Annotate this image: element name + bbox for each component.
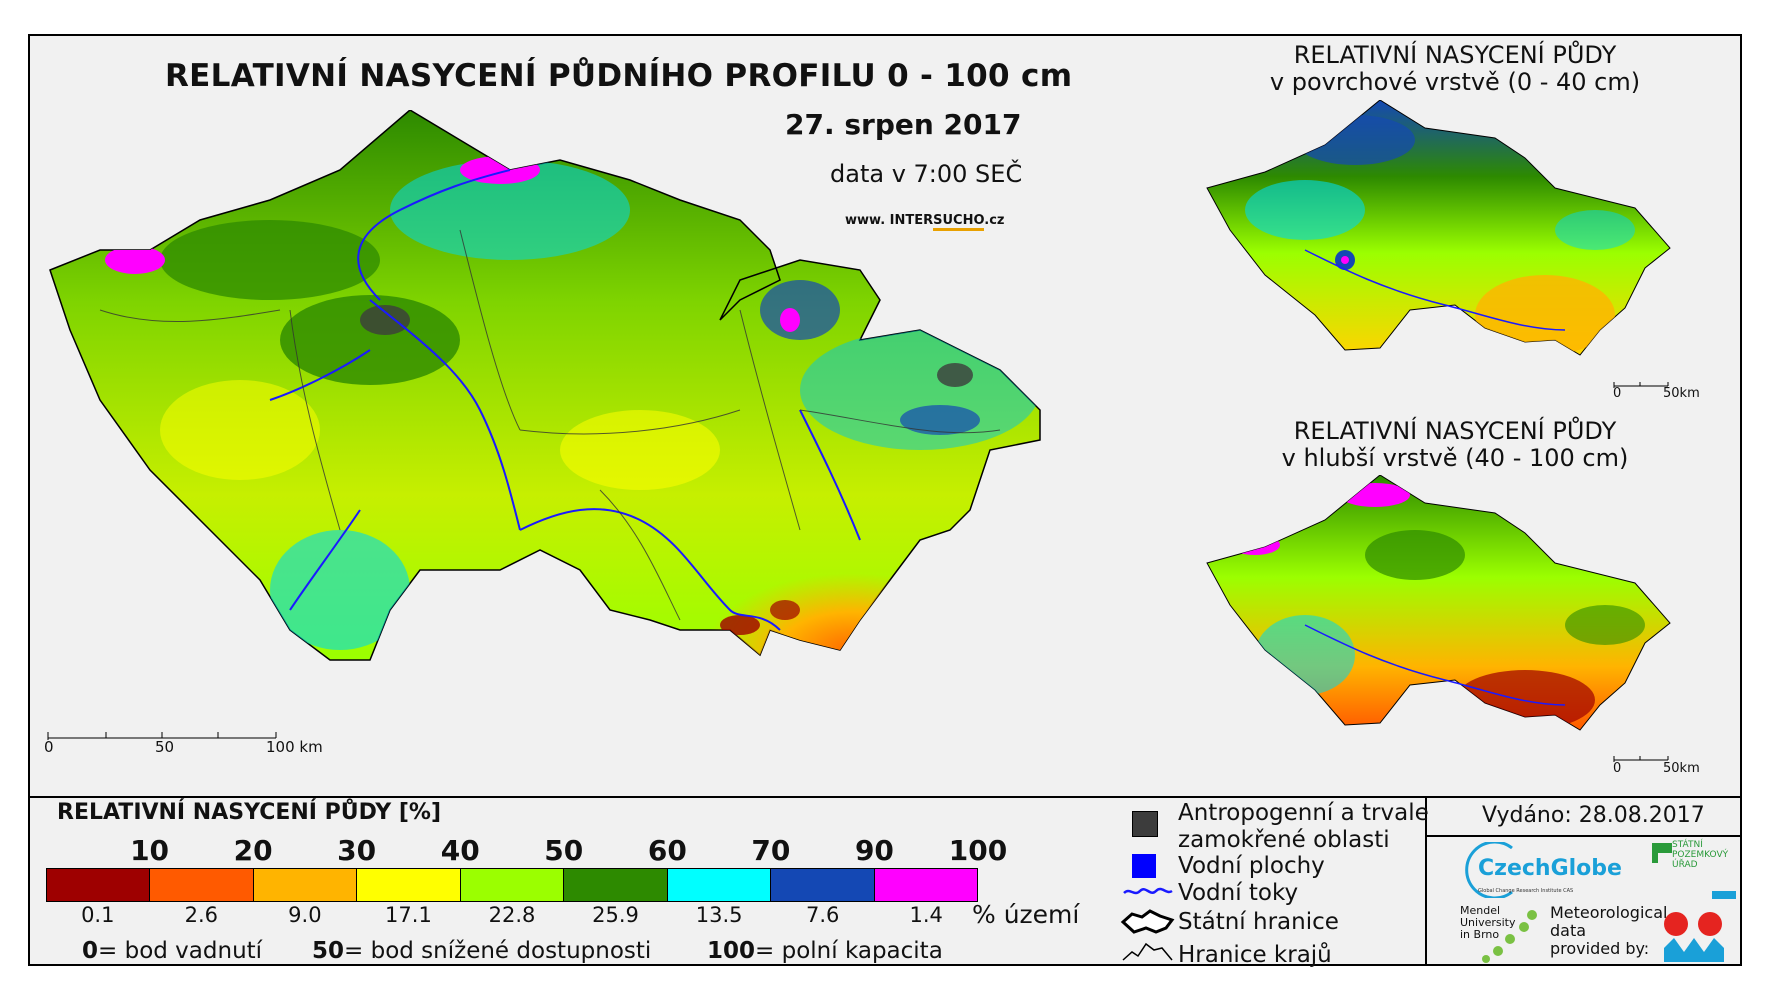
mendel-logo-text: Mendel University in Brno (1460, 904, 1516, 941)
legend-vertical-separator (1425, 796, 1427, 966)
rivers-icon (1123, 887, 1173, 895)
spu-logo-text: STÁTNÍ POZEMKOVÝ ÚŘAD (1672, 840, 1729, 870)
inset-bottom-scale-0: 0 (1613, 761, 1622, 776)
chmi-logo-icon (1664, 912, 1724, 962)
note-reduced-availability: 50= bod snížené dostupnosti (312, 938, 652, 964)
main-scale-bar (47, 732, 277, 740)
legend-tick-label: 10 (130, 834, 170, 867)
legend-area-percent: 7.6 (805, 903, 840, 927)
main-scale-label-0: 0 (44, 738, 54, 756)
anthropogenic-swatch (1132, 811, 1158, 837)
water-bodies-label: Vodní plochy (1178, 853, 1325, 879)
legend-class-swatch (253, 869, 358, 901)
legend-tick-label: 100 (948, 834, 1008, 867)
legend-area-percent: 1.4 (909, 903, 943, 927)
legend-tick-label: 60 (647, 834, 687, 867)
issued-date: Vydáno: 28.08.2017 (1482, 803, 1705, 828)
inset-top-title: RELATIVNÍ NASYCENÍ PŮDY v povrchové vrst… (1269, 41, 1641, 96)
water-bodies-swatch (1132, 854, 1156, 878)
legend-percent-unit: % území (972, 900, 1080, 929)
legend-tick-label: 20 (233, 834, 273, 867)
legend-class-swatch (771, 869, 875, 901)
inset-bottom-scale-bar (1613, 756, 1669, 762)
meteo-data-text: Meteorological data provided by: (1550, 903, 1668, 958)
czechglobe-logo-icon (1465, 842, 1513, 898)
inset-bottom-title: RELATIVNÍ NASYCENÍ PŮDY v hlubší vrstvě … (1281, 417, 1629, 472)
note-wilting-point: 0= bod vadnutí (82, 938, 263, 964)
legend-class-swatch (874, 869, 977, 901)
legend-class-swatch (460, 869, 565, 901)
inset-top-scale-bar (1613, 382, 1669, 388)
czechglobe-logo-text: CzechGlobe (1478, 856, 1622, 881)
rivers-label: Vodní toky (1178, 880, 1299, 906)
inset-top-map (1206, 100, 1671, 356)
legend-colorbar (46, 868, 978, 902)
legend-area-percent: 17.1 (385, 903, 432, 927)
legend-area-percent: 22.8 (488, 903, 536, 927)
spu-logo-icon (1652, 843, 1736, 899)
legend-area-percent: 2.6 (184, 903, 219, 927)
legend-area-percent: 25.9 (592, 903, 639, 927)
legend-class-swatch (667, 869, 772, 901)
main-map-title: RELATIVNÍ NASYCENÍ PŮDNÍHO PROFILU 0 - 1… (165, 58, 1073, 94)
inset-top-scale-0: 0 (1613, 386, 1622, 401)
legend-area-percent: 9.0 (288, 903, 322, 927)
main-map-date: 27. srpen 2017 (785, 108, 1022, 141)
note-field-capacity: 100= polní kapacita (707, 938, 943, 964)
region-border-icon (1122, 942, 1173, 961)
legend-tick-label: 30 (337, 834, 377, 867)
region-border-label: Hranice krajů (1178, 942, 1332, 968)
anthropogenic-label: Antropogenní a trvale zamokřené oblasti (1178, 800, 1429, 853)
state-border-icon (1120, 909, 1175, 934)
legend-separator (28, 796, 1742, 798)
inset-bottom-scale-50: 50km (1663, 761, 1700, 776)
legend-class-swatch (47, 869, 151, 901)
mendel-logo-icon (1482, 910, 1537, 963)
legend-area-percent: 13.5 (695, 903, 743, 927)
legend-title: RELATIVNÍ NASYCENÍ PŮDY [%] (57, 800, 442, 825)
legend-tick-label: 50 (544, 834, 584, 867)
inset-top-scale-50: 50km (1663, 386, 1700, 401)
website-link[interactable]: www. INTERSUCHO.cz (845, 213, 1004, 231)
legend-tick-label: 90 (854, 834, 894, 867)
legend-class-swatch (357, 869, 461, 901)
state-border-label: Státní hranice (1178, 909, 1339, 935)
czechglobe-logo-subtitle: Global Change Research Institute CAS (1478, 888, 1574, 894)
legend-class-swatch (564, 869, 668, 901)
issued-separator (1425, 835, 1742, 837)
legend-area-percent: 0.1 (81, 903, 115, 927)
legend-tick-label: 40 (440, 834, 480, 867)
main-map (49, 110, 1041, 661)
main-map-time: data v 7:00 SEČ (830, 160, 1023, 188)
inset-bottom-map (1206, 475, 1671, 731)
legend-tick-label: 70 (751, 834, 791, 867)
main-scale-label-50: 50 (155, 738, 175, 756)
main-scale-label-100: 100 km (266, 738, 323, 756)
legend-class-swatch (150, 869, 254, 901)
